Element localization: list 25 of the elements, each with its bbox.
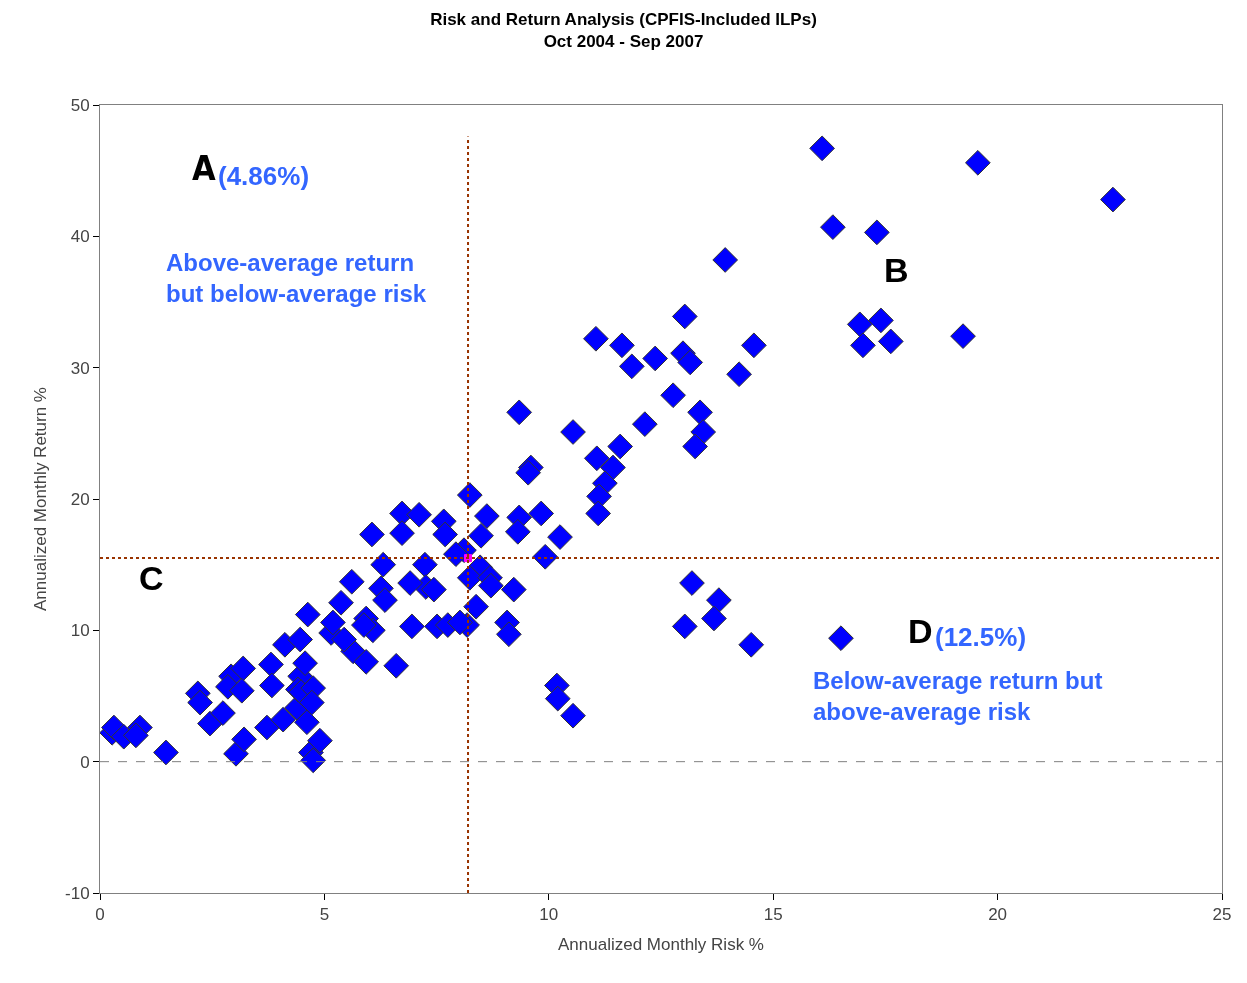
y-tick-label: 50 bbox=[70, 95, 90, 115]
x-tick-label: 15 bbox=[763, 905, 783, 925]
y-tick-label: 30 bbox=[70, 358, 90, 378]
x-tick-label: 25 bbox=[1212, 905, 1232, 925]
annotation: A bbox=[192, 148, 216, 188]
annotation: D bbox=[908, 612, 933, 650]
annotation: (4.86%) bbox=[218, 161, 310, 191]
chart-subtitle: Oct 2004 - Sep 2007 bbox=[543, 31, 704, 51]
annotation: C bbox=[139, 559, 164, 597]
annotation: Above-average return but below-average risk bbox=[166, 249, 427, 308]
y-tick-label: 10 bbox=[70, 621, 90, 641]
annotation: (12.5%) bbox=[935, 622, 1027, 652]
x-tick-label: 20 bbox=[988, 905, 1008, 925]
y-tick-label: 40 bbox=[70, 227, 90, 247]
x-tick-label: 5 bbox=[319, 905, 330, 925]
x-axis-title: Annualized Monthly Risk % bbox=[558, 934, 764, 954]
chart-title: Risk and Return Analysis (CPFIS-Included ILPs) bbox=[430, 9, 817, 29]
annotation: B bbox=[884, 251, 909, 289]
y-tick-label: -10 bbox=[65, 883, 90, 903]
x-tick-label: 10 bbox=[539, 905, 559, 925]
y-axis-title: Annualized Monthly Return % bbox=[30, 387, 50, 611]
x-tick-label: 0 bbox=[95, 905, 105, 925]
y-tick-label: 20 bbox=[70, 489, 90, 509]
y-tick-label: 0 bbox=[80, 752, 90, 772]
annotation: Below-average return but above-average risk bbox=[813, 667, 1103, 726]
